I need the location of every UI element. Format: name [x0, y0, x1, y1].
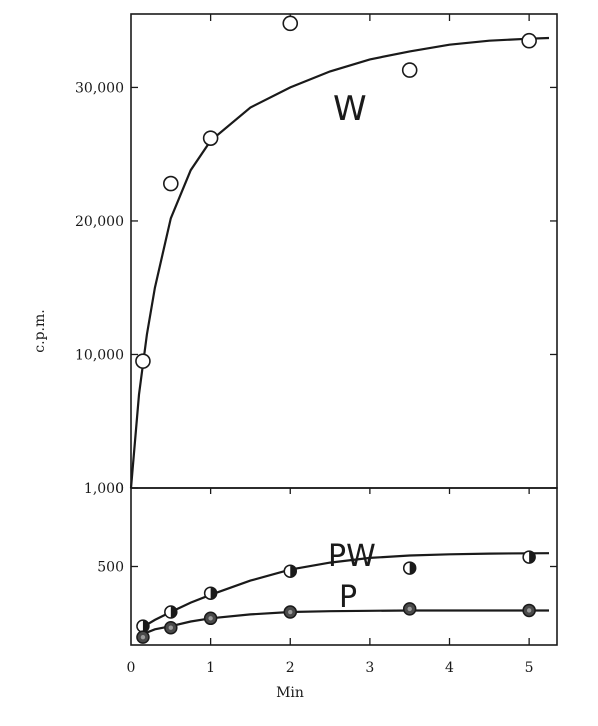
point-p [136, 630, 150, 644]
point-p [283, 605, 298, 619]
y-axis-label: c.p.m. [32, 309, 48, 352]
top-curves [129, 36, 550, 489]
point-w [401, 62, 418, 78]
bottom-x-tick-label: 0 [127, 660, 136, 676]
top-panel: 0 10,000 20,000 30,000 W [75, 13, 558, 497]
top-y-tick-labels: 0 10,000 20,000 30,000 [75, 80, 124, 497]
top-y-tick-label: 30,000 [75, 80, 124, 96]
point-w [282, 15, 299, 32]
top-points [135, 15, 537, 369]
bottom-y-tick-label: 1,000 [84, 481, 124, 497]
curve-w [129, 36, 550, 489]
curve-label-w: W [333, 89, 367, 129]
bottom-y-tick-label: 500 [97, 560, 124, 576]
point-w [521, 32, 537, 49]
point-w [135, 353, 151, 369]
point-pw [402, 561, 417, 575]
point-pw [164, 605, 178, 619]
bottom-x-tick-label: 4 [445, 660, 454, 676]
point-pw [522, 550, 536, 564]
top-y-tick-label: 20,000 [75, 214, 124, 230]
point-w [202, 130, 219, 146]
point-pw [136, 619, 150, 633]
top-y-tick-label: 10,000 [75, 347, 124, 363]
point-p [164, 620, 178, 635]
point-pw [283, 564, 298, 578]
bottom-x-tick-label: 3 [365, 660, 374, 676]
top-y-ticks [131, 14, 557, 356]
point-w [163, 175, 179, 192]
point-p [522, 603, 536, 618]
top-y-tick-label: 0 [115, 481, 124, 497]
point-pw [203, 586, 218, 600]
point-p [402, 602, 417, 616]
curve-label-p: P [339, 580, 357, 615]
bottom-x-tick-label: 2 [286, 660, 295, 676]
top-panel-frame [130, 13, 558, 489]
bottom-x-tick-label: 5 [525, 660, 534, 676]
point-p [203, 611, 218, 626]
bottom-points [136, 550, 536, 644]
curve-label-pw: PW [328, 539, 376, 574]
bottom-ticks [131, 487, 557, 645]
bottom-x-tick-label: 1 [206, 660, 215, 676]
x-axis-label: Min [276, 685, 304, 701]
